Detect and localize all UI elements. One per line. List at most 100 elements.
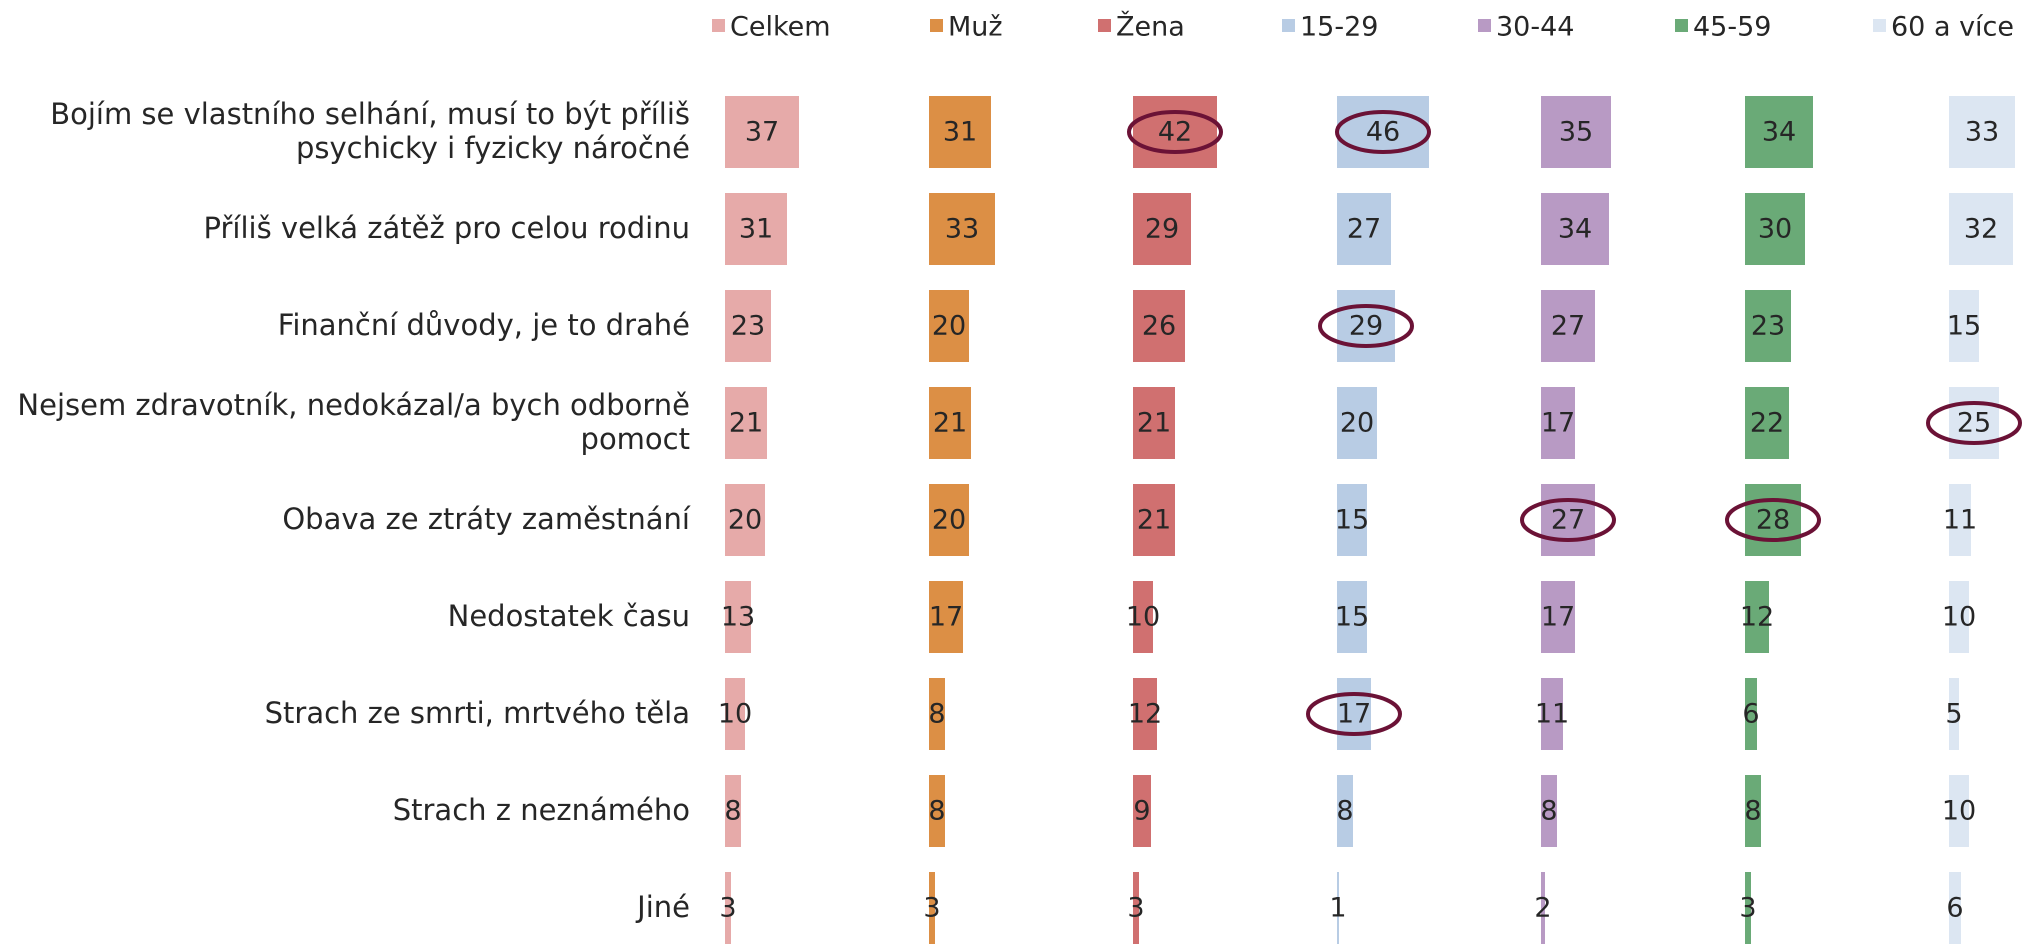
bar (1133, 387, 1175, 459)
bar (1541, 387, 1575, 459)
bar (929, 678, 945, 750)
category-label: Strach ze smrti, mrtvého těla (0, 666, 690, 763)
value-label: 5 (1945, 699, 1962, 730)
category-text: Strach ze smrti, mrtvého těla (264, 696, 690, 731)
legend-swatch (712, 19, 725, 32)
legend-swatch (1675, 19, 1688, 32)
bar (1337, 872, 1339, 944)
value-label: 20 (932, 505, 966, 536)
bar (1745, 484, 1801, 556)
legend-swatch (1282, 19, 1295, 32)
value-label: 33 (1965, 117, 1999, 148)
value-label: 8 (1336, 796, 1353, 827)
highlight-ellipse (1520, 498, 1616, 542)
bar (929, 193, 995, 265)
bar (1949, 290, 1979, 362)
bar (1337, 775, 1353, 847)
bar (1133, 678, 1157, 750)
bar (1745, 96, 1813, 168)
bar (1337, 290, 1395, 362)
bar (929, 96, 991, 168)
bar (725, 193, 787, 265)
highlight-ellipse (1926, 401, 2022, 445)
bar (929, 775, 945, 847)
value-label: 17 (929, 602, 963, 633)
bar (1337, 484, 1367, 556)
legend-swatch (930, 19, 943, 32)
value-label: 27 (1551, 311, 1585, 342)
category-label: Bojím se vlastního selhání, musí to být … (0, 84, 690, 181)
value-label: 11 (1943, 505, 1977, 536)
bar (929, 872, 935, 944)
value-label: 42 (1158, 117, 1192, 148)
value-label: 17 (1541, 408, 1575, 439)
value-label: 2 (1534, 893, 1551, 924)
value-label: 8 (928, 699, 945, 730)
value-label: 15 (1335, 505, 1369, 536)
value-label: 30 (1758, 214, 1792, 245)
value-label: 17 (1337, 699, 1371, 730)
highlight-ellipse (1127, 110, 1223, 154)
value-label: 11 (1535, 699, 1569, 730)
value-label: 8 (1540, 796, 1557, 827)
value-label: 8 (928, 796, 945, 827)
value-label: 21 (1137, 505, 1171, 536)
value-label: 46 (1366, 117, 1400, 148)
category-text: Obava ze ztráty zaměstnání (282, 502, 690, 537)
bar (929, 387, 971, 459)
value-label: 15 (1947, 311, 1981, 342)
category-text: Strach z neznámého (392, 793, 690, 828)
bar (1337, 193, 1391, 265)
bar (1541, 290, 1595, 362)
legend-swatch (1098, 19, 1111, 32)
value-label: 8 (724, 796, 741, 827)
highlight-ellipse (1725, 498, 1821, 542)
bar (1745, 387, 1789, 459)
category-label: Obava ze ztráty zaměstnání (0, 472, 690, 569)
value-label: 31 (943, 117, 977, 148)
value-label: 35 (1559, 117, 1593, 148)
bar (1337, 96, 1429, 168)
bar (1133, 581, 1153, 653)
bar (1133, 775, 1151, 847)
value-label: 28 (1756, 505, 1790, 536)
value-label: 3 (719, 893, 736, 924)
legend-swatch (1478, 19, 1491, 32)
bar (1745, 678, 1757, 750)
value-label: 20 (728, 505, 762, 536)
value-label: 29 (1349, 311, 1383, 342)
bar (725, 581, 751, 653)
bar (1133, 484, 1175, 556)
bar (1949, 581, 1969, 653)
highlight-ellipse (1306, 692, 1402, 736)
legend-label: 60 a více (1891, 12, 2014, 43)
legend-label: Muž (948, 12, 1003, 43)
value-label: 3 (1127, 893, 1144, 924)
bar (1745, 290, 1791, 362)
category-label: Nejsem zdravotník, nedokázal/a bych odbo… (0, 375, 690, 472)
bar (1337, 581, 1367, 653)
bar (1541, 678, 1563, 750)
bar (1541, 581, 1575, 653)
legend-label: 45-59 (1693, 12, 1771, 43)
bar (1337, 387, 1377, 459)
legend-label: 30-44 (1496, 12, 1574, 43)
bar (1541, 775, 1557, 847)
bar (725, 678, 745, 750)
category-text: Příliš velká zátěž pro celou rodinu (203, 211, 690, 246)
value-label: 3 (923, 893, 940, 924)
value-label: 22 (1750, 408, 1784, 439)
category-text: Nejsem zdravotník, nedokázal/a bych odbo… (17, 388, 690, 456)
value-label: 13 (721, 602, 755, 633)
category-label: Nedostatek času (0, 569, 690, 666)
bar (1949, 387, 1999, 459)
bar (725, 484, 765, 556)
value-label: 33 (945, 214, 979, 245)
category-label: Jiné (0, 860, 690, 946)
bar (1541, 193, 1609, 265)
value-label: 29 (1145, 214, 1179, 245)
value-label: 26 (1142, 311, 1176, 342)
bar (1949, 96, 2015, 168)
value-label: 6 (1946, 893, 1963, 924)
bar (725, 96, 799, 168)
